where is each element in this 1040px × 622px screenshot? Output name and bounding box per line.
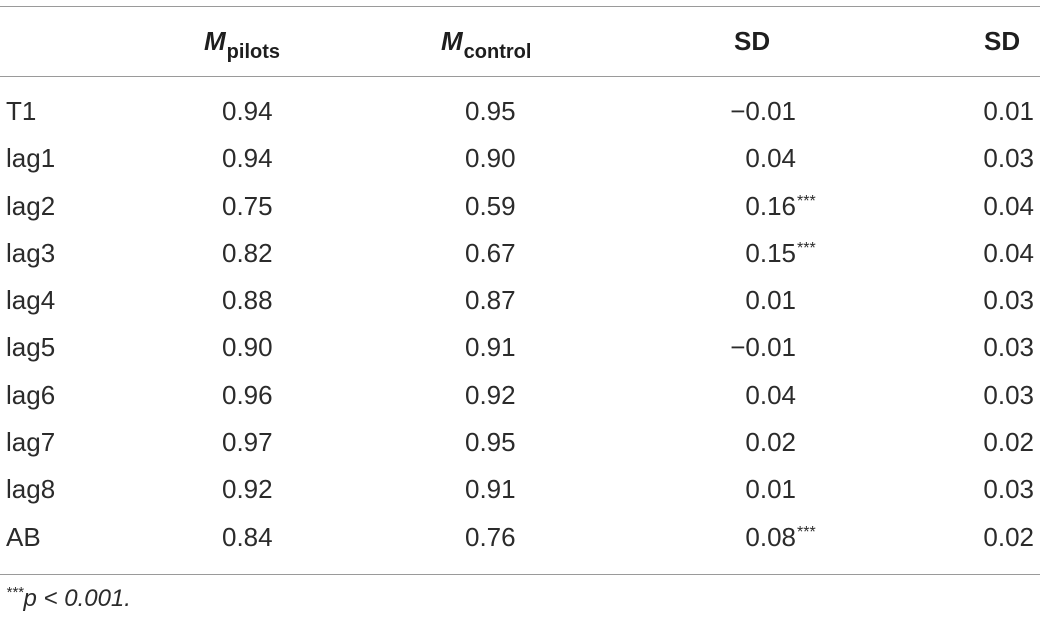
cell-m-pilots: 0.94 [222, 96, 273, 126]
cell-m-pilots: 0.84 [222, 521, 273, 552]
row-label: lag4 [6, 285, 56, 316]
difference-value: 0.01 [745, 285, 796, 316]
row-label: T1 [6, 96, 37, 126]
cell-m-control: 0.91 [465, 332, 516, 363]
row-label: lag8 [6, 474, 56, 505]
cell-sd: 0.03 [983, 332, 1034, 363]
cell-m-pilots: 0.82 [222, 237, 273, 268]
table-footnote: ***p < 0.001. [6, 584, 131, 613]
cell-m-control: 0.67 [465, 237, 516, 268]
table-row: lag6 0.96 0.92 0.04 0.03 [0, 372, 1040, 419]
difference-value: 0.16 [745, 190, 796, 221]
row-label: lag1 [6, 143, 56, 174]
table-row: lag4 0.88 0.87 0.01 0.03 [0, 277, 1040, 324]
cell-m-pilots: 0.88 [222, 285, 273, 316]
difference-value: −0.01 [730, 96, 796, 126]
difference-value: 0.01 [745, 474, 796, 505]
cell-m-control: 0.59 [465, 190, 516, 221]
cell-m-pilots: 0.75 [222, 190, 273, 221]
table-row: T1 0.94 0.95 −0.01 0.01 [0, 88, 1040, 135]
significance-stars: *** [797, 523, 816, 541]
cell-m-control: 0.95 [465, 427, 516, 458]
cell-sd: 0.04 [983, 190, 1034, 221]
row-label: lag6 [6, 379, 56, 410]
table-row: lag3 0.82 0.67 0.15*** 0.04 [0, 230, 1040, 277]
cell-m-pilots: 0.90 [222, 332, 273, 363]
cell-m-pilots: 0.92 [222, 474, 273, 505]
cell-sd: 0.04 [983, 237, 1034, 268]
cell-difference: 0.16*** [686, 183, 816, 234]
table-row: lag8 0.92 0.91 0.01 0.03 [0, 466, 1040, 513]
cell-sd: 0.03 [983, 285, 1034, 316]
cell-difference: 0.04 [686, 372, 797, 423]
cell-difference: 0.04 [686, 135, 797, 186]
cell-difference: 0.01 [686, 277, 797, 328]
cell-difference: 0.02 [686, 419, 797, 470]
table-row: lag1 0.94 0.90 0.04 0.03 [0, 135, 1040, 182]
cell-sd: 0.03 [983, 379, 1034, 410]
row-label: lag5 [6, 332, 56, 363]
footnote-stars: *** [6, 584, 24, 601]
header-sd: SD [984, 26, 1021, 56]
row-label: AB [6, 521, 41, 552]
difference-value: 0.08 [745, 521, 796, 552]
cell-m-pilots: 0.94 [222, 143, 273, 174]
significance-stars: *** [797, 239, 816, 257]
table-bottom-rule [0, 574, 1040, 575]
cell-m-control: 0.95 [465, 96, 516, 126]
significance-stars: *** [797, 192, 816, 210]
difference-value: 0.15 [745, 237, 796, 268]
table-header-rule [0, 76, 1040, 77]
cell-sd: 0.02 [983, 427, 1034, 458]
cell-m-control: 0.90 [465, 143, 516, 174]
difference-value: 0.04 [745, 143, 796, 174]
table-row: lag7 0.97 0.95 0.02 0.02 [0, 419, 1040, 466]
table-row: AB 0.84 0.76 0.08*** 0.02 [0, 514, 1040, 561]
cell-sd: 0.03 [983, 143, 1034, 174]
row-label: lag7 [6, 427, 56, 458]
cell-sd: 0.02 [983, 521, 1034, 552]
footnote-text: p < 0.001. [23, 585, 131, 612]
header-m-pilots-main: M [204, 26, 226, 56]
cell-m-control: 0.87 [465, 285, 516, 316]
difference-value: 0.02 [745, 427, 796, 458]
difference-value: −0.01 [730, 332, 796, 363]
header-difference: SD [734, 26, 771, 56]
cell-difference: −0.01 [686, 324, 797, 375]
cell-difference: 0.01 [686, 466, 797, 517]
cell-difference: 0.15*** [686, 230, 816, 281]
cell-m-pilots: 0.96 [222, 379, 273, 410]
cell-m-control: 0.91 [465, 474, 516, 505]
header-m-control-main: M [441, 26, 463, 56]
table-top-rule [0, 6, 1040, 7]
header-m-pilots-sub: pilots [226, 41, 281, 63]
row-label: lag3 [6, 237, 56, 268]
cell-difference: 0.08*** [686, 514, 816, 565]
cell-sd: 0.03 [983, 474, 1034, 505]
cell-m-control: 0.92 [465, 379, 516, 410]
difference-value: 0.04 [745, 379, 796, 410]
cell-m-control: 0.76 [465, 521, 516, 552]
cell-sd: 0.01 [983, 96, 1034, 126]
table-body: T1 0.94 0.95 −0.01 0.01 lag1 0.94 0.90 0.04 0.03 l… [0, 88, 1040, 561]
table-row: lag5 0.90 0.91 −0.01 0.03 [0, 324, 1040, 371]
table-row: lag2 0.75 0.59 0.16*** 0.04 [0, 183, 1040, 230]
row-label: lag2 [6, 190, 56, 221]
cell-m-pilots: 0.97 [222, 427, 273, 458]
header-m-control: Mcontrol [441, 26, 531, 66]
header-m-control-sub: control [463, 41, 532, 63]
header-m-pilots: Mpilots [204, 26, 280, 66]
cell-difference: −0.01 [686, 88, 797, 139]
